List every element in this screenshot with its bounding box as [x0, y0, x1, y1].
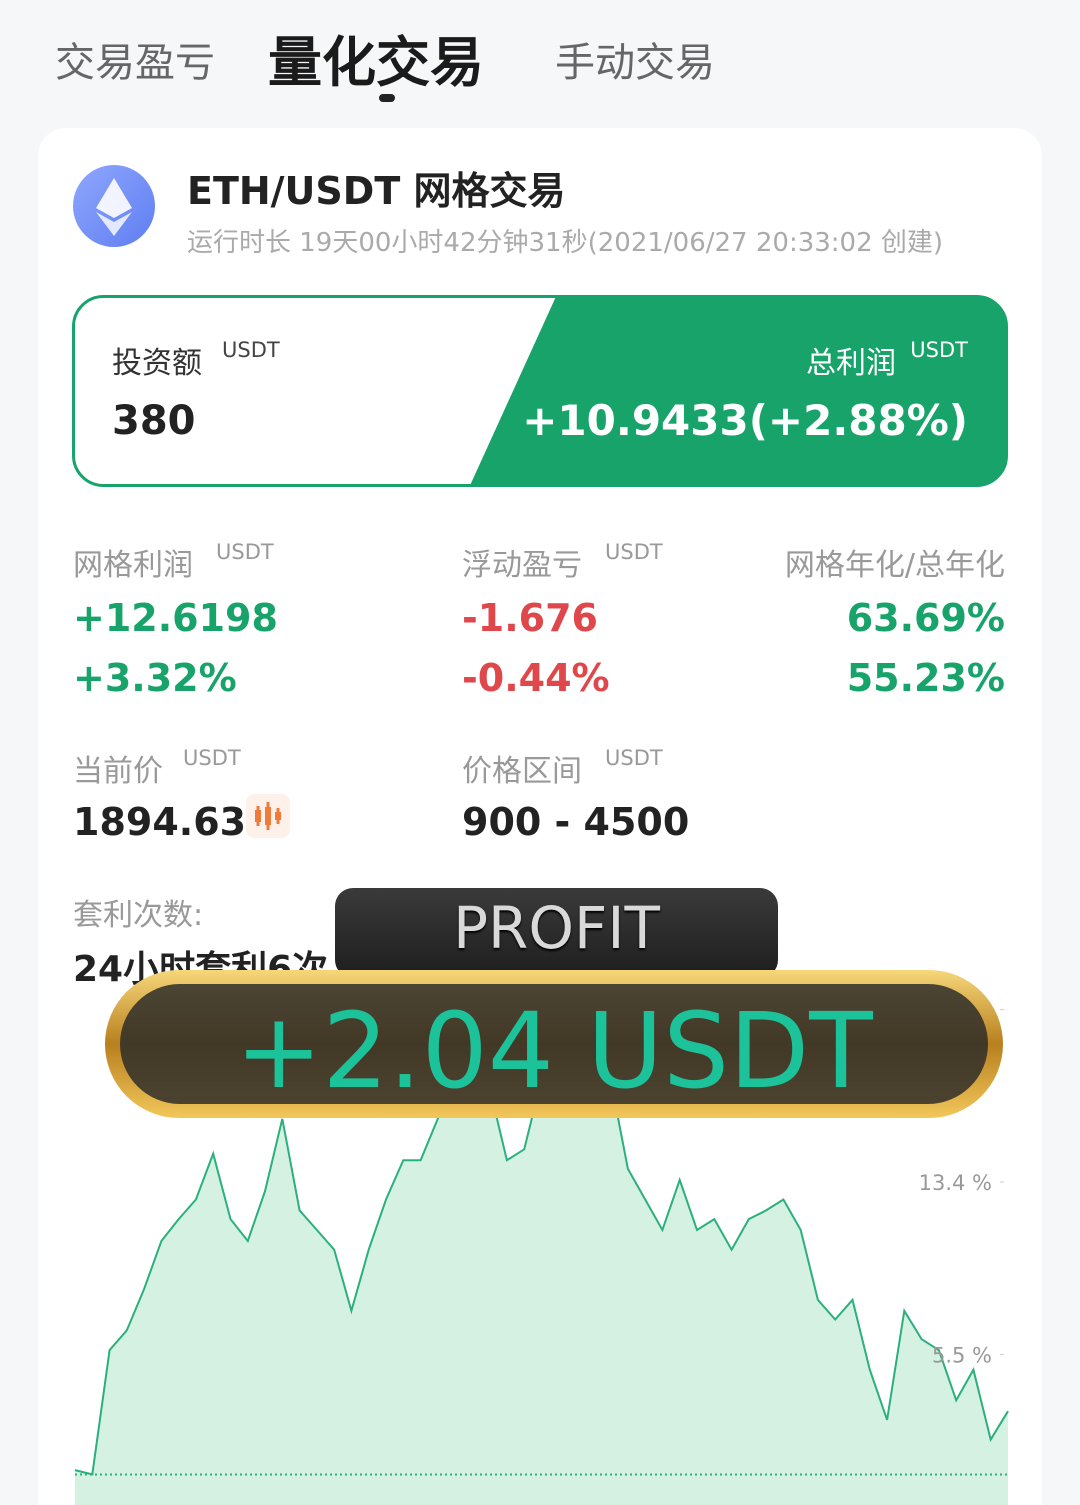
badge-body — [120, 984, 988, 1104]
current-price: 1894.63 — [73, 800, 247, 844]
stat-label: 网格年化/总年化 — [784, 548, 1005, 583]
y-tick-label: 5.5 % — [932, 1343, 992, 1367]
stat-value: 63.69% — [846, 596, 1005, 640]
profit-label: 总利润 — [806, 346, 896, 381]
stat-value: +3.32% — [73, 656, 237, 700]
profit-amount: +2.04 USDT — [235, 990, 873, 1112]
badge-title: PROFIT — [453, 894, 660, 962]
total-profit: +10.9433(+2.88%) — [522, 396, 968, 445]
unit: USDT — [216, 540, 274, 564]
investment-label: 投资额 — [112, 346, 202, 381]
y-tick-label: 13.4 % — [919, 1171, 992, 1195]
stat-value: +12.6198 — [73, 596, 278, 640]
area-fill — [75, 1040, 1008, 1505]
eth-icon — [73, 165, 155, 247]
tab-active[interactable]: 量化交易 — [268, 31, 484, 94]
badge-header — [335, 888, 778, 978]
tab[interactable]: 交易盈亏 — [55, 40, 215, 86]
investment: 380 — [112, 398, 196, 444]
unit: USDT — [222, 338, 280, 362]
runtime: 运行时长 19天00小时42分钟31秒(2021/06/27 20:33:02 … — [187, 228, 944, 258]
strategy-title: ETH/USDT 网格交易 — [187, 169, 566, 213]
stat-value: -0.44% — [462, 656, 610, 700]
summary-box — [72, 295, 1008, 487]
price-range: 900 - 4500 — [462, 800, 690, 844]
tab-indicator — [379, 94, 395, 102]
price-label: 价格区间 — [462, 754, 582, 789]
tab[interactable]: 手动交易 — [555, 40, 715, 86]
stat-label: 网格利润 — [73, 548, 193, 583]
stat-value: -1.676 — [462, 596, 598, 640]
unit: USDT — [605, 746, 663, 770]
price-label: 当前价 — [73, 754, 163, 789]
stat-value: 55.23% — [846, 656, 1005, 700]
kline-icon[interactable] — [246, 794, 290, 838]
arbitrage-label: 套利次数: — [73, 898, 204, 933]
stat-label: 浮动盈亏 — [462, 548, 582, 583]
unit: USDT — [183, 746, 241, 770]
unit: USDT — [910, 338, 968, 362]
unit: USDT — [605, 540, 663, 564]
